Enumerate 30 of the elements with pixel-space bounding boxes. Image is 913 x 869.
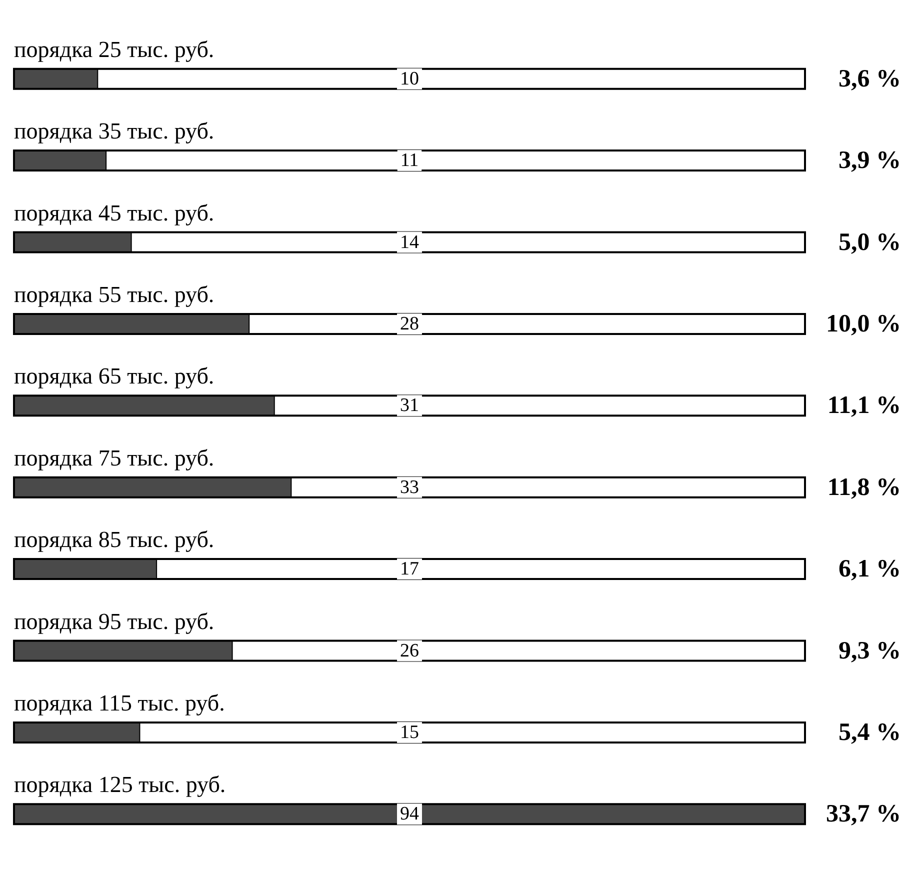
- y-tick-label: порядка 85 тыс. руб.: [14, 527, 214, 552]
- y-tick-label: порядка 25 тыс. руб.: [14, 36, 214, 62]
- y-tick-label: порядка 45 тыс. руб.: [14, 200, 214, 226]
- data-label: 10: [400, 68, 419, 90]
- text: 33,7 %: [826, 800, 901, 828]
- data-label: 26: [400, 640, 419, 662]
- text: 11,8 %: [827, 474, 902, 501]
- data-label: 11: [400, 150, 419, 172]
- text: 5,4 %: [838, 718, 901, 746]
- text: 5,0 %: [838, 228, 901, 256]
- data-label: 33: [400, 476, 419, 498]
- y-tick-label: порядка 35 тыс. руб.: [14, 118, 214, 144]
- text: 3,6 %: [838, 65, 901, 92]
- y-tick-label: порядка 65 тыс. руб.: [14, 364, 214, 389]
- y-tick-label: порядка 115 тыс. руб.: [14, 690, 225, 716]
- text: 11,1 %: [827, 392, 902, 420]
- data-label: 28: [400, 313, 419, 334]
- data-label: 14: [400, 232, 420, 253]
- text: 3,9 %: [838, 147, 901, 174]
- text: 10,0 %: [826, 310, 901, 338]
- text: 9,3 %: [838, 637, 901, 664]
- text: 6,1 %: [838, 556, 901, 583]
- y-tick-label: порядка 125 тыс. руб.: [14, 772, 226, 798]
- y-tick-label: порядка 95 тыс. руб.: [14, 608, 214, 634]
- y-tick-label: порядка 55 тыс. руб.: [14, 282, 214, 307]
- data-label: 17: [400, 558, 419, 580]
- data-label: 15: [400, 722, 419, 743]
- y-tick-label: порядка 75 тыс. руб.: [14, 445, 214, 470]
- data-label: 94: [400, 804, 420, 825]
- data-label: 31: [400, 395, 419, 416]
